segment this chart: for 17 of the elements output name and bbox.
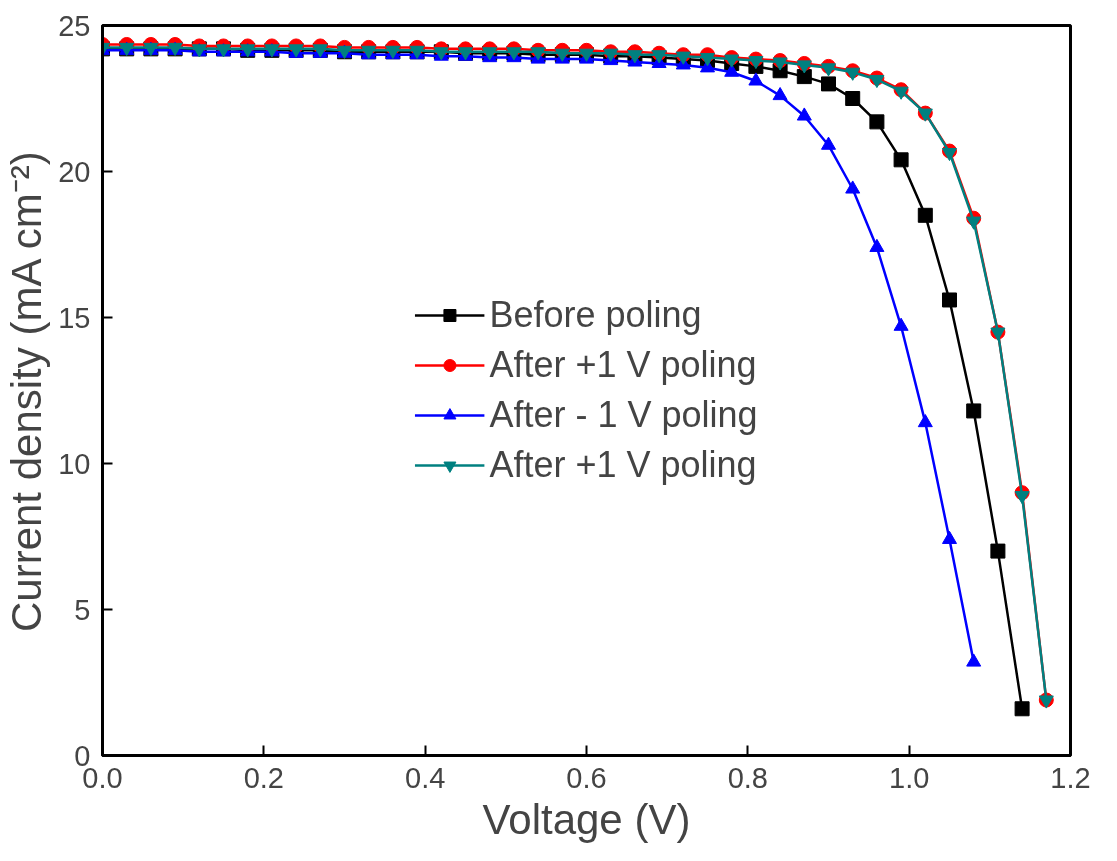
y-tick-label: 20 xyxy=(58,155,91,188)
legend-label: Before poling xyxy=(489,294,702,336)
x-tick-label: 0.4 xyxy=(405,761,446,794)
x-tick-label: 0.6 xyxy=(566,761,607,794)
y-tick-label: 15 xyxy=(58,301,91,334)
y-axis-title: Current density (mA cm⁻²) xyxy=(3,151,51,633)
x-tick-label: 0.8 xyxy=(727,761,768,794)
x-tick-label: 0.2 xyxy=(243,761,284,794)
legend-label: After +1 V poling xyxy=(489,444,757,486)
x-tick-label: 1.0 xyxy=(889,761,930,794)
y-tick-label: 5 xyxy=(74,593,91,626)
y-tick-label: 25 xyxy=(58,9,91,42)
x-tick-label: 1.2 xyxy=(1050,761,1091,794)
legend-label: After +1 V poling xyxy=(489,344,757,386)
legend-label: After - 1 V poling xyxy=(489,394,758,436)
y-tick-label: 10 xyxy=(58,447,91,480)
x-axis-title: Voltage (V) xyxy=(482,795,691,843)
